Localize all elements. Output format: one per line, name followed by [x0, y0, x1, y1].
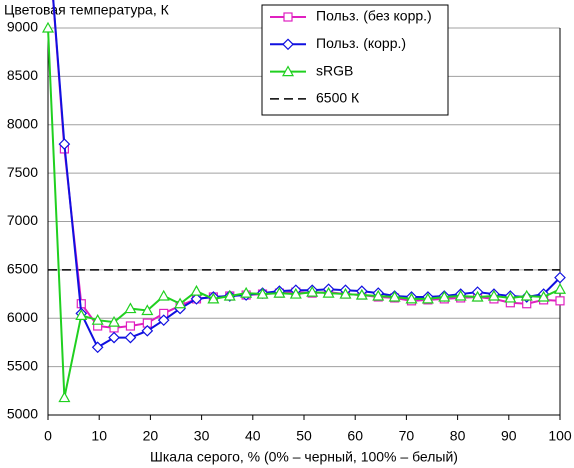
marker [58, 138, 71, 150]
chart-title: Цветовая температура, К [4, 2, 170, 18]
marker [355, 288, 368, 300]
marker [58, 391, 71, 403]
y-tick-label: 7000 [7, 212, 38, 228]
x-tick-label: 20 [143, 428, 159, 444]
y-tick-label: 7500 [7, 164, 38, 180]
marker [421, 292, 434, 304]
marker [487, 289, 500, 301]
marker [537, 290, 550, 302]
y-tick-label: 8500 [7, 67, 38, 83]
marker [41, 21, 55, 33]
legend-box [261, 4, 449, 116]
legend-label: Польз. (без корр.) [316, 8, 432, 24]
marker [124, 331, 137, 344]
legend-label: sRGB [316, 62, 353, 78]
y-tick-label: 5500 [7, 357, 38, 373]
marker [339, 287, 352, 299]
x-tick-label: 80 [450, 428, 466, 444]
marker [190, 293, 203, 305]
marker [283, 12, 293, 22]
y-tick-label: 5000 [7, 406, 38, 422]
marker [223, 289, 236, 301]
marker [438, 290, 451, 302]
marker [555, 296, 565, 306]
marker [157, 289, 170, 301]
marker [553, 282, 567, 294]
marker [240, 286, 253, 298]
legend-label: 6500 К [316, 90, 360, 106]
marker [125, 321, 136, 331]
marker [190, 284, 203, 296]
marker [157, 314, 170, 327]
y-tick-label: 6000 [7, 309, 38, 325]
marker [388, 290, 401, 302]
x-tick-label: 70 [399, 428, 415, 444]
marker [141, 324, 154, 337]
marker [91, 313, 104, 325]
marker [256, 287, 269, 299]
marker [289, 287, 302, 299]
marker [322, 286, 335, 298]
marker [372, 289, 385, 301]
marker [504, 291, 517, 303]
x-tick-label: 60 [347, 428, 363, 444]
marker [281, 65, 295, 77]
marker [174, 297, 187, 309]
legend-label: Польз. (корр.) [316, 35, 406, 51]
x-tick-label: 100 [548, 428, 572, 444]
x-tick-label: 10 [91, 428, 107, 444]
marker [306, 285, 319, 297]
y-tick-label: 6500 [7, 261, 38, 277]
x-axis-label: Шкала серого, % (0% – черный, 100% – бел… [150, 449, 458, 465]
marker [282, 38, 294, 51]
marker [454, 289, 467, 301]
marker [273, 286, 286, 298]
marker [91, 341, 104, 354]
x-tick-label: 0 [44, 428, 52, 444]
marker [554, 271, 566, 284]
x-tick-label: 90 [501, 428, 517, 444]
marker [108, 331, 120, 344]
x-tick-label: 50 [296, 428, 312, 444]
marker [75, 309, 88, 320]
x-tick-label: 30 [194, 428, 210, 444]
marker [405, 292, 418, 304]
marker [141, 304, 154, 316]
marker [520, 289, 533, 301]
marker [108, 315, 121, 327]
legend: Польз. (без корр.) Польз. (корр.) sRGB 6500… [261, 4, 449, 116]
marker [471, 290, 484, 302]
y-tick-label: 8000 [7, 115, 38, 131]
marker [207, 292, 220, 304]
marker [124, 302, 137, 314]
y-tick-label: 9000 [7, 19, 38, 35]
plot-frame [47, 28, 561, 416]
x-tick-label: 40 [245, 428, 261, 444]
